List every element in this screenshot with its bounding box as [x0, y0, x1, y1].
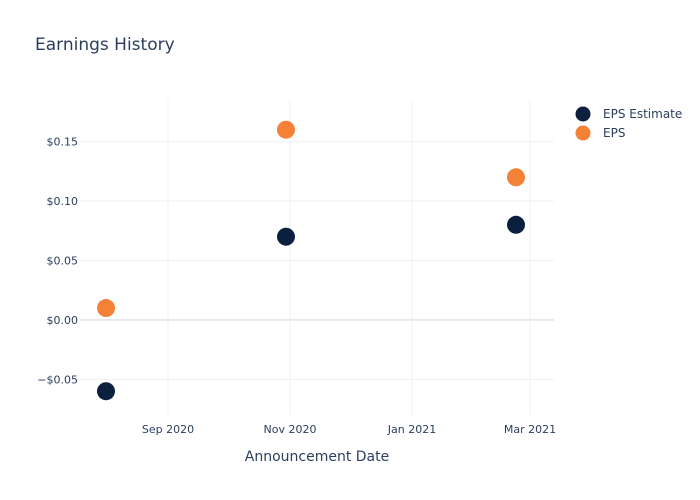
x-gridlines [167, 100, 531, 415]
y-tick-labels: −$0.05 $0.00 $0.05 $0.10 $0.15 [37, 136, 78, 387]
eps-point-2 [507, 168, 525, 187]
data-points [97, 120, 525, 401]
eps-estimate-point-0 [97, 382, 115, 401]
x-tick-labels: Sep 2020 Nov 2020 Jan 2021 Mar 2021 [142, 423, 556, 436]
legend-label-eps[interactable]: EPS [603, 126, 625, 140]
y-tick-label-2: $0.05 [47, 254, 79, 267]
x-tick-label-1: Nov 2020 [264, 423, 317, 436]
x-axis-title: Announcement Date [245, 449, 389, 465]
chart-title: Earnings History [35, 35, 175, 55]
legend-label-eps-estimate[interactable]: EPS Estimate [603, 107, 682, 121]
x-tick-label-2: Jan 2021 [387, 423, 436, 436]
eps-point-1 [277, 120, 295, 139]
y-gridlines [80, 141, 554, 380]
eps-point-0 [97, 299, 115, 318]
y-tick-label-1: $0.00 [47, 314, 79, 327]
legend-marker-eps-estimate[interactable] [575, 106, 591, 122]
y-tick-label-0: −$0.05 [37, 373, 78, 386]
eps-estimate-point-2 [507, 215, 525, 234]
y-tick-label-3: $0.10 [47, 195, 79, 208]
x-tick-label-3: Mar 2021 [504, 423, 556, 436]
legend: EPS Estimate EPS [575, 106, 682, 141]
x-tick-label-0: Sep 2020 [142, 423, 194, 436]
eps-estimate-point-1 [277, 227, 295, 246]
legend-marker-eps[interactable] [575, 125, 591, 141]
y-tick-label-4: $0.15 [47, 136, 79, 149]
